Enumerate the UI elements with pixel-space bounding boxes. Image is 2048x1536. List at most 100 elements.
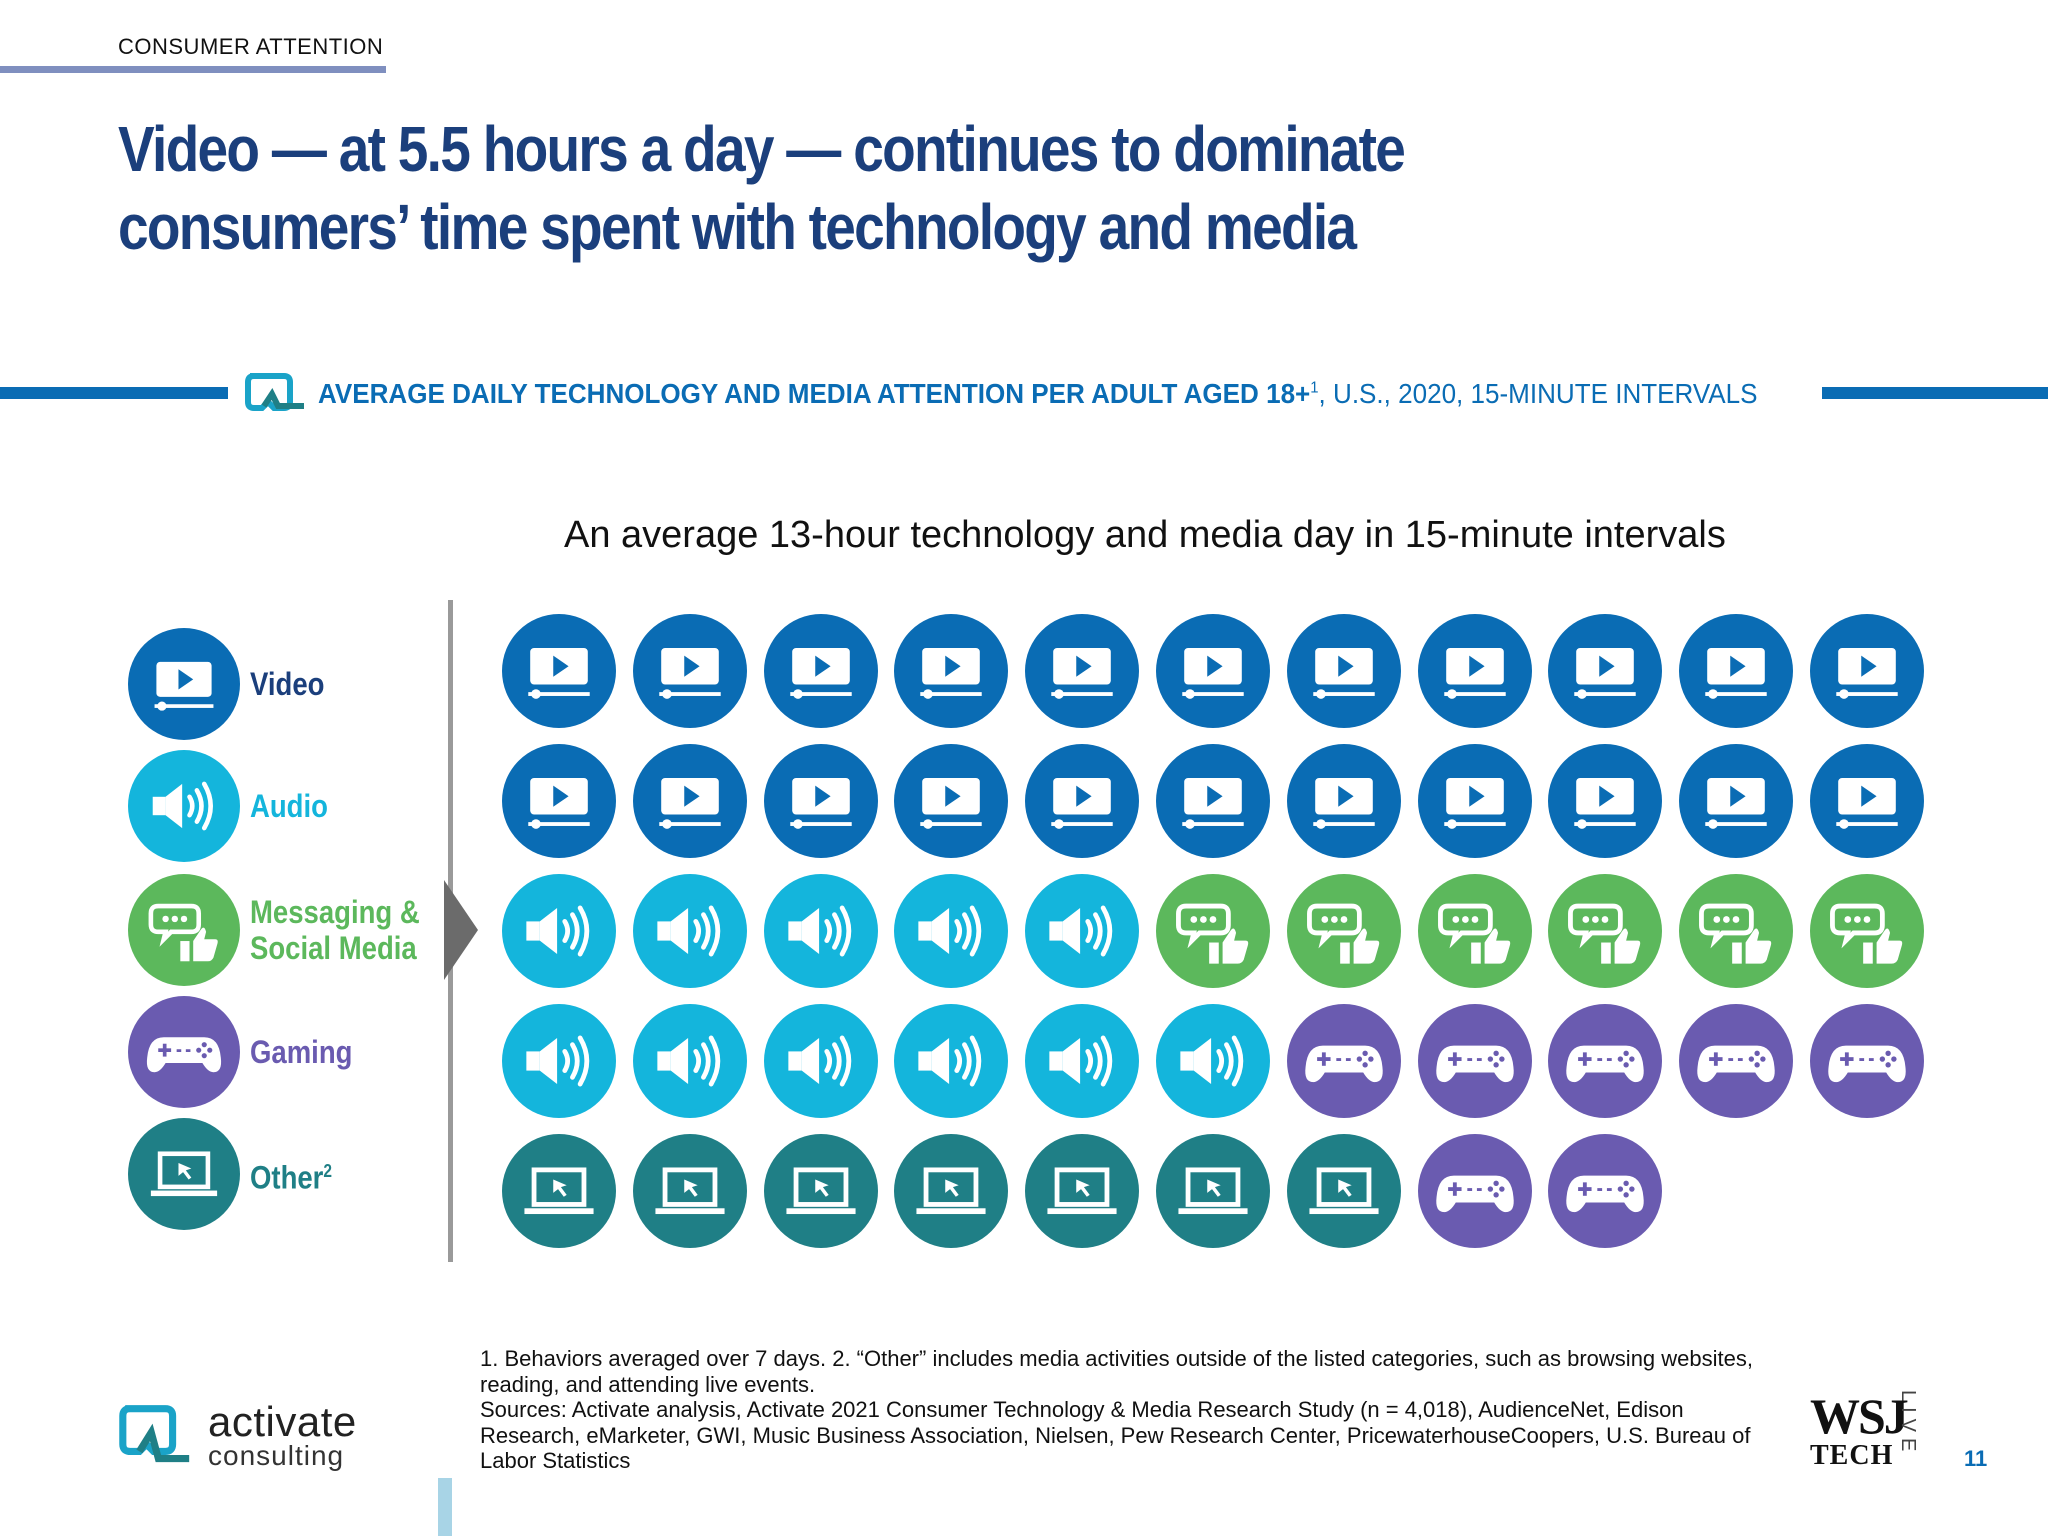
interval-gaming — [1417, 1004, 1532, 1118]
interval-video — [502, 744, 616, 858]
video-player-icon — [1427, 753, 1523, 849]
interval-video — [1810, 614, 1924, 728]
chat-thumbs-up-icon — [1688, 883, 1784, 979]
video-player-icon — [128, 628, 240, 740]
game-controller-icon — [128, 996, 240, 1108]
game-controller-icon — [1296, 1013, 1392, 1109]
speaker-icon — [1034, 883, 1130, 979]
interval-messaging — [1679, 874, 1794, 988]
speaker-icon — [1034, 1013, 1130, 1109]
interval-video — [1156, 744, 1270, 858]
activate-logo-mark-icon — [119, 1405, 190, 1463]
game-controller-icon — [1557, 1143, 1653, 1239]
interval-gaming — [1417, 1134, 1532, 1248]
wsj-live: LIVE — [1897, 1390, 1919, 1458]
wsj-tech-logo: WSJ TECH — [1810, 1388, 1930, 1470]
video-player-icon — [1034, 753, 1130, 849]
legend-pointer — [444, 880, 478, 980]
wsj-tech: TECH — [1810, 1440, 1894, 1471]
speaker-icon — [903, 883, 999, 979]
video-player-icon — [903, 623, 999, 719]
interval-video — [894, 614, 1009, 728]
section-rule — [0, 66, 386, 73]
speaker-icon — [903, 1013, 999, 1109]
legend-label-audio: Audio — [250, 788, 328, 824]
interval-video — [1286, 614, 1401, 728]
game-controller-icon — [1557, 1013, 1653, 1109]
speaker-icon — [511, 1013, 607, 1109]
video-player-icon — [511, 623, 607, 719]
interval-audio — [1025, 874, 1140, 988]
legend-item-video: Video — [128, 628, 337, 740]
interval-other — [763, 1134, 878, 1248]
interval-gaming — [1810, 1004, 1924, 1118]
video-player-icon — [642, 623, 738, 719]
interval-audio — [1025, 1004, 1140, 1118]
video-player-icon — [1034, 623, 1130, 719]
interval-video — [1025, 614, 1140, 728]
interval-messaging — [1156, 874, 1270, 988]
interval-audio — [763, 874, 878, 988]
page-title: Video — at 5.5 hours a day — continues t… — [118, 113, 1406, 263]
interval-messaging — [1548, 874, 1663, 988]
footnote-definitions: 1. Behaviors averaged over 7 days. 2. “O… — [480, 1346, 1753, 1397]
game-controller-icon — [1427, 1143, 1523, 1239]
interval-gaming — [1679, 1004, 1794, 1118]
interval-video — [1548, 744, 1663, 858]
laptop-cursor-icon — [773, 1143, 869, 1239]
chart-title: An average 13-hour technology and media … — [564, 514, 1726, 556]
activate-logo: activate consulting — [118, 1398, 357, 1470]
video-player-icon — [773, 753, 869, 849]
logo-name: activate — [208, 1398, 357, 1445]
video-player-icon — [1296, 753, 1392, 849]
laptop-cursor-icon — [903, 1143, 999, 1239]
chat-thumbs-up-icon — [128, 874, 240, 986]
game-controller-icon — [1819, 1013, 1915, 1109]
interval-audio — [502, 874, 616, 988]
legend-label-video: Video — [250, 666, 325, 702]
speaker-icon — [773, 883, 869, 979]
bottom-accent-bar — [438, 1478, 452, 1536]
page-number: 11 — [1964, 1446, 1988, 1471]
video-player-icon — [511, 753, 607, 849]
interval-video — [632, 744, 747, 858]
legend-item-other: Other2 — [128, 1118, 345, 1230]
video-player-icon — [1688, 623, 1784, 719]
speaker-icon — [511, 883, 607, 979]
video-player-icon — [903, 753, 999, 849]
video-player-icon — [1427, 623, 1523, 719]
footnote-sources: Sources: Activate analysis, Activate 202… — [480, 1397, 1751, 1473]
interval-video — [894, 744, 1009, 858]
banner-rest: , U.S., 2020, 15-MINUTE INTERVALS — [1318, 378, 1758, 409]
footnotes: 1. Behaviors averaged over 7 days. 2. “O… — [480, 1346, 1770, 1474]
interval-gaming — [1548, 1004, 1663, 1118]
video-player-icon — [642, 753, 738, 849]
interval-video — [632, 614, 747, 728]
video-player-icon — [1557, 623, 1653, 719]
section-label: CONSUMER ATTENTION — [118, 34, 384, 59]
legend-label-gaming: Gaming — [250, 1034, 353, 1070]
chat-thumbs-up-icon — [1165, 883, 1261, 979]
video-player-icon — [1819, 753, 1915, 849]
wsj-main: WSJ — [1810, 1388, 1909, 1444]
interval-video — [763, 744, 878, 858]
laptop-cursor-icon — [1034, 1143, 1130, 1239]
legend-label-messaging: Messaging & Social Media — [250, 894, 420, 966]
interval-video — [1025, 744, 1140, 858]
chat-thumbs-up-icon — [1296, 883, 1392, 979]
interval-messaging — [1417, 874, 1532, 988]
interval-other — [1286, 1134, 1401, 1248]
legend-item-gaming: Gaming — [128, 996, 369, 1108]
interval-other — [502, 1134, 616, 1248]
interval-messaging — [1286, 874, 1401, 988]
video-player-icon — [1819, 623, 1915, 719]
video-player-icon — [1165, 623, 1261, 719]
interval-audio — [1156, 1004, 1270, 1118]
interval-other — [894, 1134, 1009, 1248]
interval-audio — [763, 1004, 878, 1118]
video-player-icon — [1557, 753, 1653, 849]
video-player-icon — [1296, 623, 1392, 719]
laptop-cursor-icon — [1296, 1143, 1392, 1239]
interval-video — [1156, 614, 1270, 728]
banner-text: AVERAGE DAILY TECHNOLOGY AND MEDIA ATTEN… — [318, 378, 1758, 410]
